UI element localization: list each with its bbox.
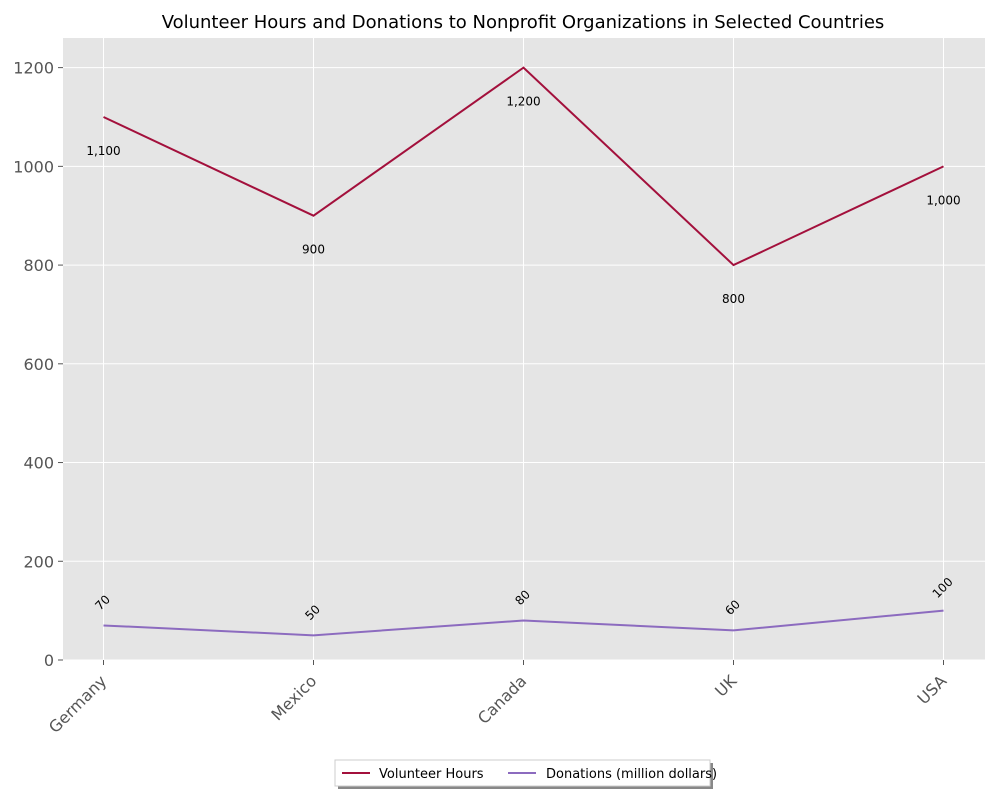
y-tick-label: 1200 — [13, 59, 54, 78]
data-label: 900 — [302, 243, 325, 257]
x-tick-label: Mexico — [267, 671, 320, 724]
x-tick-label: Germany — [45, 671, 110, 736]
y-tick-label: 0 — [44, 651, 54, 670]
y-tick-label: 1000 — [13, 157, 54, 176]
y-tick-label: 400 — [23, 454, 54, 473]
data-label: 1,200 — [506, 95, 540, 109]
data-label: 1,100 — [86, 144, 120, 158]
data-label: 1,000 — [926, 193, 960, 207]
x-tick-label: UK — [711, 671, 740, 700]
legend-label: Donations (million dollars) — [546, 767, 717, 782]
y-tick-label: 800 — [23, 256, 54, 275]
grid-lines — [63, 38, 985, 661]
legend-label: Volunteer Hours — [379, 767, 484, 782]
y-tick-label: 600 — [23, 355, 54, 374]
chart-title: Volunteer Hours and Donations to Nonprof… — [162, 12, 885, 33]
data-label: 800 — [722, 292, 745, 306]
x-tick-label: Canada — [474, 671, 530, 727]
x-tick-label: USA — [913, 671, 950, 708]
y-tick-label: 200 — [23, 552, 54, 571]
legend: Volunteer Hours Donations (million dollar… — [334, 759, 717, 789]
series-lines — [103, 66, 944, 637]
